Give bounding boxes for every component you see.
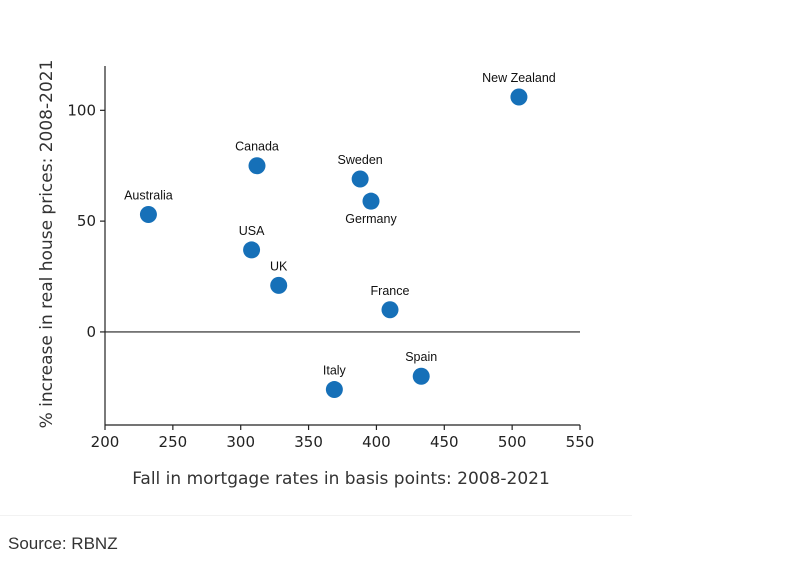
x-tick-label-350: 350: [294, 433, 323, 451]
point-canada: [248, 157, 266, 175]
point-label-sweden: Sweden: [338, 153, 383, 167]
point-france: [381, 301, 399, 319]
point-italy: [325, 381, 343, 399]
point-new-zealand: [510, 88, 528, 106]
x-axis-title: Fall in mortgage rates in basis points: …: [132, 469, 550, 489]
scatter-chart: 200 250 300 350 400 450 500 550 0 50 100 Australia…: [37, 60, 594, 489]
point-australia: [139, 205, 157, 223]
tick-group: 200 250 300 350 400 450 500 550 0 50 100: [67, 101, 594, 451]
point-label-new-zealand: New Zealand: [482, 71, 556, 85]
data-points: Australia Canada USA UK Sweden Germany France N…: [124, 71, 556, 399]
y-axis-title: % increase in real house prices: 2008-20…: [37, 60, 57, 429]
x-tick-label-450: 450: [430, 433, 459, 451]
point-label-uk: UK: [270, 259, 288, 273]
source-note: Source: RBNZ: [8, 534, 118, 553]
point-label-france: France: [371, 284, 410, 298]
x-tick-label-500: 500: [498, 433, 527, 451]
source-divider: [0, 515, 632, 516]
y-tick-label-0: 0: [86, 323, 96, 341]
y-tick-label-50: 50: [77, 212, 96, 230]
point-spain: [412, 367, 430, 385]
point-label-germany: Germany: [345, 212, 397, 226]
y-tick-label-100: 100: [67, 101, 96, 119]
x-tick-label-300: 300: [226, 433, 255, 451]
x-tick-label-550: 550: [566, 433, 595, 451]
point-label-spain: Spain: [405, 350, 437, 364]
point-sweden: [351, 170, 369, 188]
point-germany: [362, 192, 380, 210]
point-label-canada: Canada: [235, 140, 279, 154]
point-label-australia: Australia: [124, 188, 173, 202]
point-usa: [243, 241, 261, 259]
x-tick-label-250: 250: [159, 433, 188, 451]
x-tick-label-400: 400: [362, 433, 391, 451]
point-uk: [270, 276, 288, 294]
x-tick-label-200: 200: [91, 433, 120, 451]
point-label-italy: Italy: [323, 364, 347, 378]
point-label-usa: USA: [239, 224, 265, 238]
axes: [104, 66, 580, 426]
